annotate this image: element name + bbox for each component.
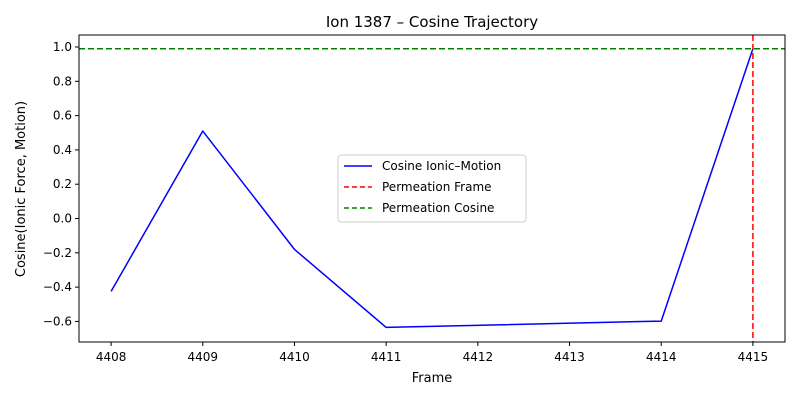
y-tick-label: −0.4 [43,280,72,294]
legend-label: Permeation Cosine [382,201,494,215]
y-tick-label: 0.2 [53,177,72,191]
y-tick-label: 1.0 [53,40,72,54]
y-tick-label: 0.6 [53,109,72,123]
legend-label: Cosine Ionic–Motion [382,159,501,173]
x-tick-label: 4408 [96,350,127,364]
chart-title: Ion 1387 – Cosine Trajectory [326,13,538,31]
plot-frame [78,34,786,343]
x-tick-label: 4410 [279,350,310,364]
x-tick-label: 4415 [738,350,769,364]
y-axis-label: Cosine(Ionic Force, Motion) [14,101,29,277]
y-tick-label: −0.2 [43,246,72,260]
legend-box [337,154,527,223]
y-tick-label: −0.6 [43,314,72,328]
legend-label: Permeation Frame [382,180,492,194]
x-tick-label: 4414 [646,350,677,364]
x-tick-label: 4409 [188,350,219,364]
y-tick-label: 0.4 [53,143,72,157]
x-tick-label: 4413 [554,350,585,364]
y-tick-label: 0.8 [53,74,72,88]
series-line [110,48,754,329]
x-axis-label: Frame [412,371,453,386]
x-tick-label: 4411 [371,350,402,364]
x-tick-label: 4412 [463,350,494,364]
y-tick-label: 0.0 [53,212,72,226]
